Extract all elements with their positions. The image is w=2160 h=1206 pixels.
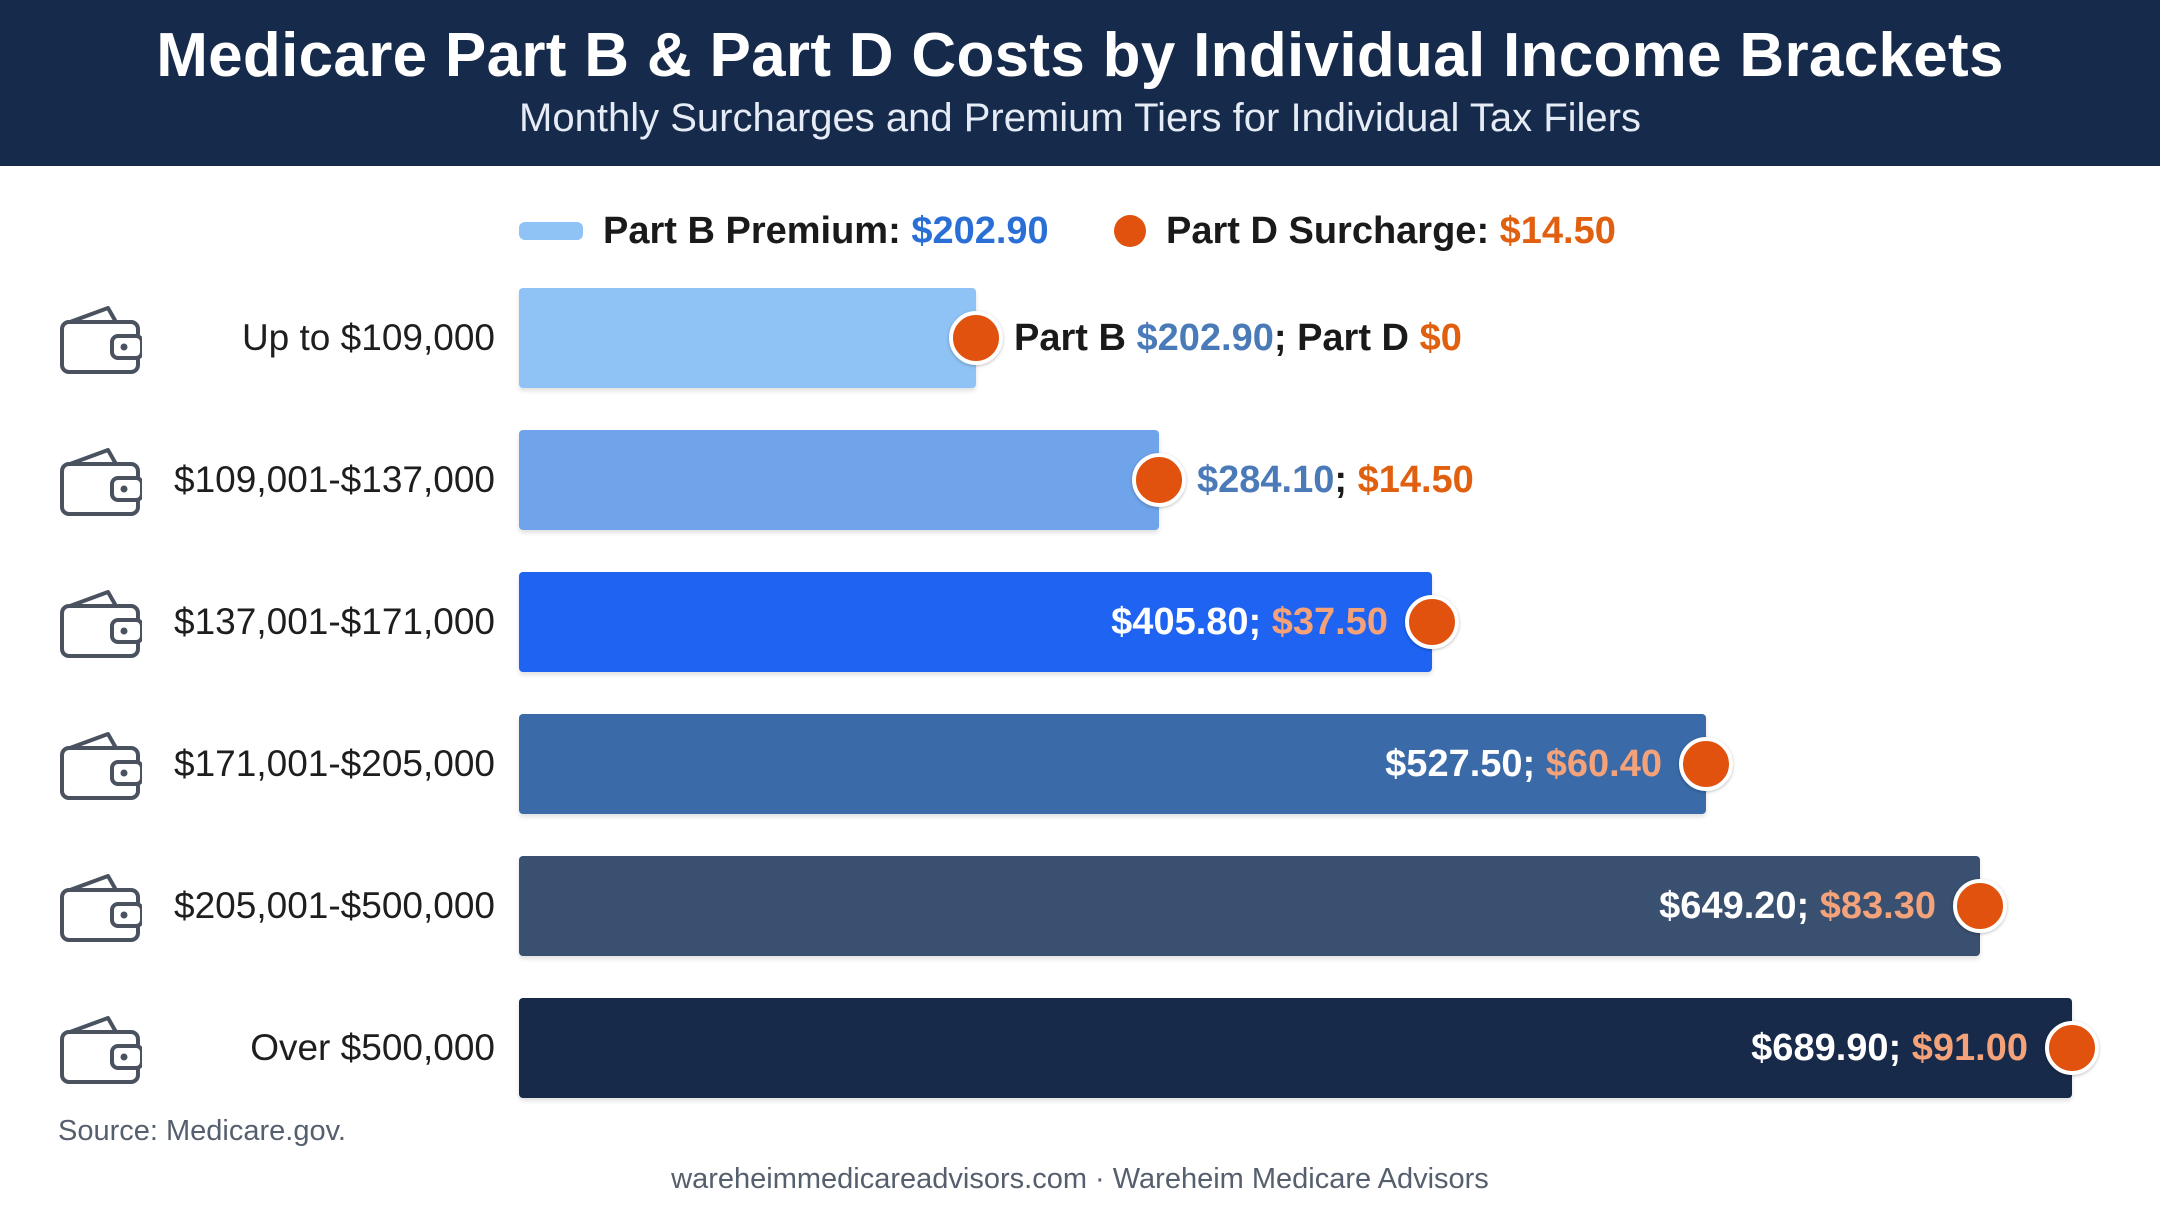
category-label: $205,001-$500,000	[174, 885, 495, 926]
category-label: Over $500,000	[250, 1027, 495, 1068]
wallet-icon	[58, 582, 144, 662]
part-d-marker	[1405, 595, 1459, 649]
part-d-marker	[1679, 737, 1733, 791]
legend: Part B Premium: $202.90 Part D Surcharge…	[0, 206, 2160, 256]
legend-part-b-label: Part B Premium:	[603, 209, 901, 252]
part-b-bar	[519, 430, 1159, 530]
part-b-bar	[519, 856, 1980, 956]
wallet-icon	[58, 866, 144, 946]
part-d-marker	[1132, 453, 1186, 507]
part-b-value: $202.90	[1136, 317, 1274, 359]
part-d-value: $37.50	[1271, 601, 1388, 643]
legend-item-part-b: Part B Premium: $202.90	[519, 206, 1049, 256]
legend-item-part-d: Part D Surcharge: $14.50	[1114, 206, 1616, 256]
part-b-bar	[519, 714, 1706, 814]
category-label: $109,001-$137,000	[174, 459, 495, 500]
category-label: $137,001-$171,000	[174, 601, 495, 642]
chart-title: Medicare Part B & Part D Costs by Indivi…	[156, 21, 2004, 90]
header-banner: Medicare Part B & Part D Costs by Indivi…	[0, 0, 2160, 166]
part-b-value: $689.90	[1751, 1027, 1889, 1069]
legend-bar-swatch	[519, 222, 583, 240]
part-b-value: $649.20	[1659, 885, 1797, 927]
part-b-prefix: Part B	[1014, 317, 1137, 359]
value-separator: ; Part D	[1273, 317, 1420, 359]
part-b-value: $284.10	[1197, 459, 1335, 501]
part-d-marker	[2045, 1021, 2099, 1075]
wallet-icon	[58, 724, 144, 804]
value-separator: ;	[1796, 885, 1820, 927]
legend-part-d-value: $14.50	[1499, 209, 1616, 252]
value-label: $405.80; $37.50	[519, 572, 1388, 672]
part-d-value: $91.00	[1911, 1027, 2028, 1069]
value-label: $284.10; $14.50	[1197, 430, 1474, 530]
part-b-bar	[519, 572, 1432, 672]
part-d-marker	[949, 311, 1003, 365]
part-b-value: $527.50	[1385, 743, 1523, 785]
part-d-value: $14.50	[1357, 459, 1474, 501]
legend-part-d-label: Part D Surcharge:	[1166, 209, 1490, 252]
value-label: Part B $202.90; Part D $0	[1014, 288, 1462, 388]
value-label: $649.20; $83.30	[519, 856, 1936, 956]
value-separator: ;	[1522, 743, 1546, 785]
wallet-icon	[58, 440, 144, 520]
part-b-value: $405.80	[1111, 601, 1249, 643]
category-label: $171,001-$205,000	[174, 743, 495, 784]
wallet-icon	[58, 298, 144, 378]
part-d-value: $83.30	[1819, 885, 1936, 927]
value-separator: ;	[1888, 1027, 1912, 1069]
footer-credit: wareheimmedicareadvisors.com · Wareheim …	[671, 1163, 1489, 1195]
value-separator: ;	[1248, 601, 1272, 643]
part-b-bar	[519, 288, 976, 388]
part-d-value: $0	[1419, 317, 1462, 359]
source-note: Source: Medicare.gov.	[58, 1115, 346, 1147]
value-separator: ;	[1334, 459, 1358, 501]
part-b-bar	[519, 998, 2072, 1098]
legend-part-b-value: $202.90	[911, 209, 1049, 252]
value-label: $527.50; $60.40	[519, 714, 1662, 814]
part-d-value: $60.40	[1545, 743, 1662, 785]
part-d-marker	[1953, 879, 2007, 933]
chart-subtitle: Monthly Surcharges and Premium Tiers for…	[519, 96, 1641, 140]
wallet-icon	[58, 1008, 144, 1088]
value-label: $689.90; $91.00	[519, 998, 2028, 1098]
legend-dot-swatch	[1114, 215, 1146, 247]
category-label: Up to $109,000	[241, 317, 495, 358]
